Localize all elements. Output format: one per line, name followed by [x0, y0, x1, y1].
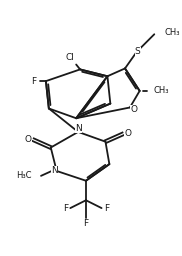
Text: CH₃: CH₃ — [153, 86, 169, 95]
Text: N: N — [51, 166, 58, 175]
Text: O: O — [124, 129, 131, 138]
Text: F: F — [63, 204, 68, 212]
Text: Cl: Cl — [66, 53, 75, 62]
Text: H₃C: H₃C — [16, 171, 31, 180]
Text: F: F — [83, 219, 88, 228]
Text: N: N — [75, 124, 82, 133]
Text: S: S — [135, 47, 141, 56]
Text: CH₃: CH₃ — [164, 28, 180, 37]
Text: O: O — [130, 105, 137, 114]
Text: O: O — [25, 135, 32, 144]
Text: F: F — [104, 204, 109, 212]
Text: F: F — [32, 77, 37, 86]
